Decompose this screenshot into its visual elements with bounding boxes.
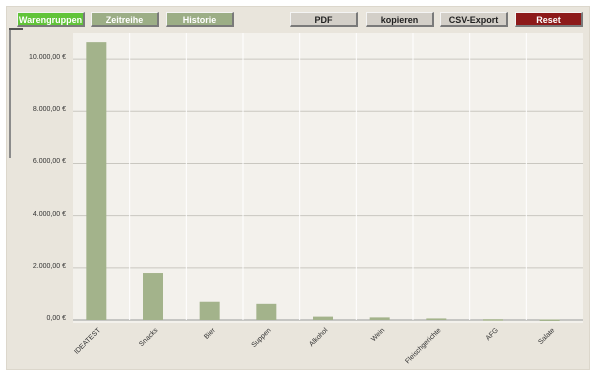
bar-snacks[interactable] — [143, 273, 163, 320]
csv-export-button[interactable]: CSV-Export — [440, 12, 508, 27]
bar-afg[interactable] — [483, 319, 503, 321]
bar-salate[interactable] — [539, 319, 560, 321]
panel-corner-marker — [9, 28, 23, 30]
bar-wein[interactable] — [369, 317, 390, 320]
bar-alkohol[interactable] — [313, 316, 333, 320]
plot-area — [73, 33, 583, 323]
copy-button[interactable]: kopieren — [366, 12, 434, 27]
bar-suppen[interactable] — [256, 303, 277, 320]
y-tick-label: 8.000,00 € — [32, 106, 66, 114]
y-tick-label: 10.000,00 € — [29, 54, 66, 62]
bar-fleischgerichte[interactable] — [426, 318, 447, 320]
y-tick-label: 2.000,00 € — [32, 262, 66, 270]
tab-warengruppen[interactable]: Warengruppen — [17, 12, 85, 27]
bar-ideatest[interactable] — [86, 42, 107, 321]
tab-historie[interactable]: Historie — [166, 12, 234, 27]
bar-bier[interactable] — [199, 301, 220, 320]
tab-zeitreihe[interactable]: Zeitreihe — [91, 12, 159, 27]
pdf-button[interactable]: PDF — [290, 12, 358, 27]
y-tick-label: 0,00 € — [46, 315, 66, 322]
reset-button[interactable]: Reset — [515, 12, 583, 27]
bar-chart — [73, 33, 583, 321]
y-tick-label: 4.000,00 € — [32, 210, 66, 218]
panel-edge-marker — [9, 28, 11, 158]
y-tick-label: 6.000,00 € — [32, 158, 66, 166]
